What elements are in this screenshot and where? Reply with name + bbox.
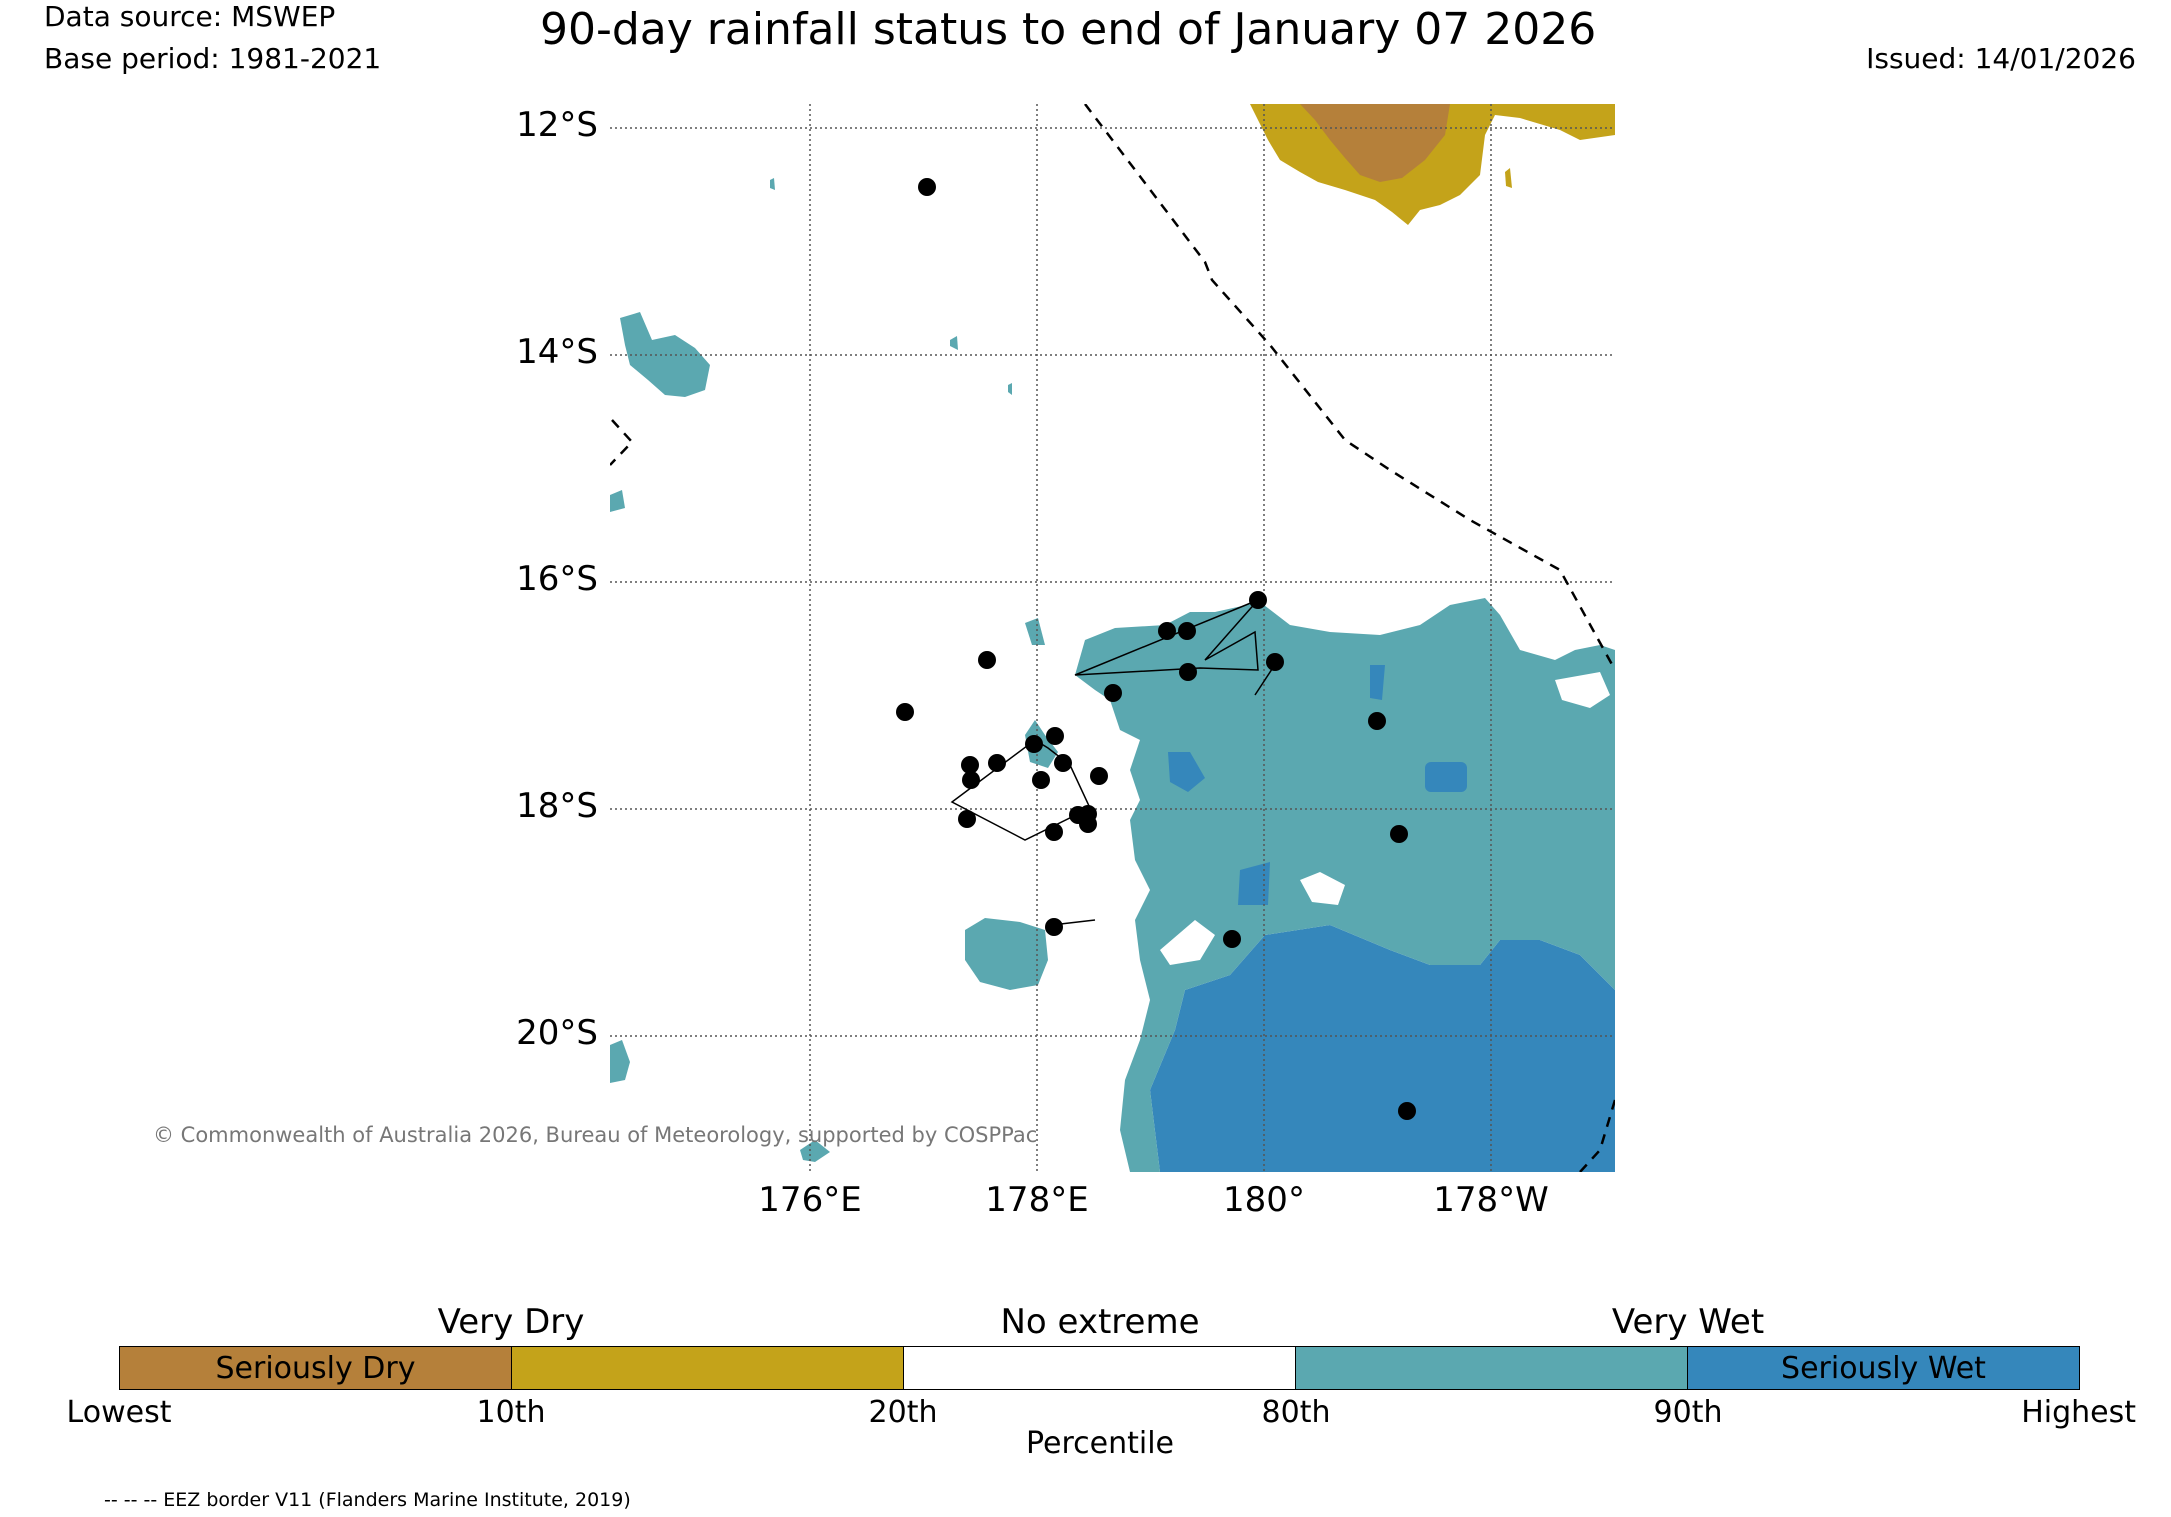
colorbar-tick-90th: 90th: [1653, 1395, 1723, 1430]
lon-label-176e: 176°E: [758, 1180, 862, 1220]
lat-label-16s: 16°S: [516, 559, 598, 599]
lon-label-178w: 178°W: [1433, 1180, 1549, 1220]
seriously-wet-patch: [1425, 762, 1467, 792]
seriously-dry-region: [1300, 104, 1450, 182]
colorbar-bin-label: Seriously Wet: [1781, 1350, 1986, 1386]
copyright-notice: © Commonwealth of Australia 2026, Bureau…: [153, 1123, 1038, 1147]
very-wet-patch: [610, 490, 625, 512]
colorbar-tick-lowest: Lowest: [66, 1395, 172, 1430]
very-wet-patch: [950, 336, 958, 350]
colorbar-bin-label: Seriously Dry: [215, 1350, 416, 1386]
colorbar-bin-seriously-wet: Seriously Wet: [1688, 1347, 2079, 1389]
very-wet-patch: [770, 178, 775, 190]
legend-no-extreme: No extreme: [1000, 1302, 1200, 1342]
very-wet-patch: [1025, 618, 1045, 645]
colorbar-bin-seriously-dry: Seriously Dry: [120, 1347, 512, 1389]
very-wet-patch: [610, 1040, 630, 1083]
legend-very-dry: Very Dry: [437, 1302, 585, 1342]
lat-label-18s: 18°S: [516, 786, 598, 826]
colorbar-bin-very-dry: [512, 1347, 904, 1389]
colorbar-bin-very-wet: [1296, 1347, 1688, 1389]
very-wet-patch: [800, 1140, 830, 1162]
colorbar-tick-10th: 10th: [476, 1395, 546, 1430]
eez-border-note: -- -- -- EEZ border V11 (Flanders Marine…: [104, 1489, 631, 1511]
seriously-wet-patch: [1370, 665, 1385, 700]
gridlines: [610, 104, 1615, 1172]
issued-date: Issued: 14/01/2026: [1866, 42, 2136, 75]
very-wet-region: [1075, 598, 1615, 1172]
very-wet-patch: [965, 918, 1048, 990]
eez-border: [610, 104, 1615, 1172]
colorbar-bin-no-extreme: [904, 1347, 1296, 1389]
colorbar-axis-label: Percentile: [1025, 1426, 1175, 1461]
colorbar-tick-80th: 80th: [1261, 1395, 1331, 1430]
colorbar-tick-highest: Highest: [2021, 1395, 2136, 1430]
lon-label-180: 180°: [1223, 1180, 1305, 1220]
map-title: 90-day rainfall status to end of January…: [540, 4, 1597, 55]
very-dry-patch: [1505, 168, 1512, 188]
very-wet-patch: [1008, 383, 1012, 395]
lat-label-12s: 12°S: [516, 105, 598, 145]
data-source-label: Data source: MSWEP: [44, 0, 336, 33]
percentile-colorbar: Seriously Dry Seriously Wet: [119, 1346, 2080, 1390]
lon-label-178e: 178°E: [985, 1180, 1089, 1220]
legend-very-wet: Very Wet: [1611, 1302, 1765, 1342]
seriously-wet-patch: [1238, 862, 1270, 905]
base-period-label: Base period: 1981-2021: [44, 42, 382, 75]
rainfall-stations: [896, 178, 1416, 1120]
lat-label-14s: 14°S: [516, 332, 598, 372]
seriously-wet-region: [1150, 925, 1615, 1172]
seriously-wet-patch: [1168, 752, 1205, 792]
lat-label-20s: 20°S: [516, 1013, 598, 1053]
colorbar-tick-20th: 20th: [868, 1395, 938, 1430]
